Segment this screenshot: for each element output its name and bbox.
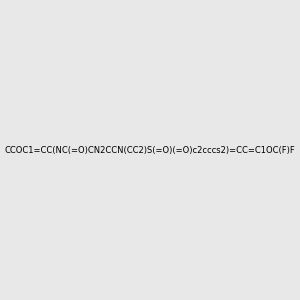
Text: CCOC1=CC(NC(=O)CN2CCN(CC2)S(=O)(=O)c2cccs2)=CC=C1OC(F)F: CCOC1=CC(NC(=O)CN2CCN(CC2)S(=O)(=O)c2ccc… <box>4 146 296 154</box>
